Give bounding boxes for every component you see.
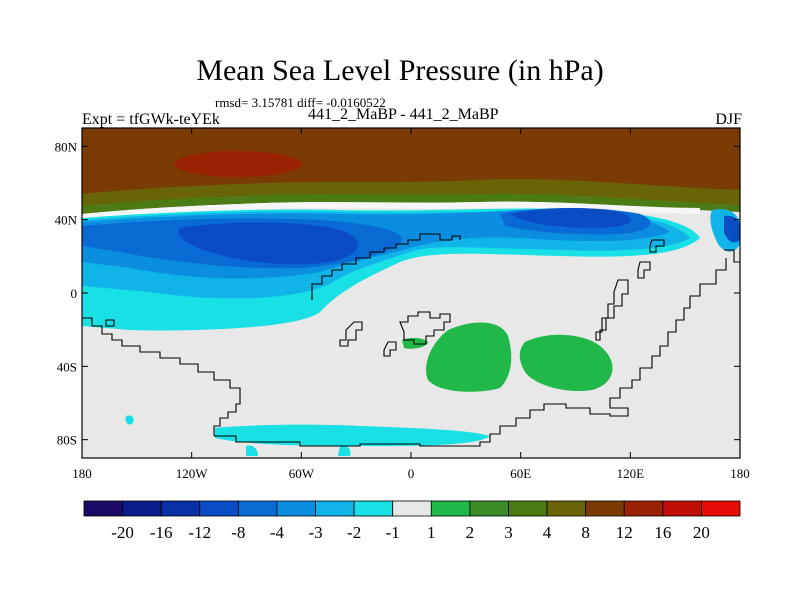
positive-anomaly-south-atlantic [426, 322, 512, 392]
experiment-label: Expt = tfGWk-teYEk [82, 111, 220, 128]
colorbar-swatch [623, 500, 664, 517]
colorbar-swatch [701, 500, 741, 517]
positive-anomaly-indian-ocean [519, 334, 613, 392]
colorbar-swatch [508, 500, 548, 517]
y-tick-label: 80S [57, 433, 77, 448]
coast-east-edge [724, 249, 740, 263]
y-tick-label: 0 [71, 286, 78, 301]
colorbar-swatch [585, 500, 625, 517]
x-tick-label: 180 [730, 466, 750, 481]
coast-asia-2 [637, 261, 651, 279]
coast-island-2 [383, 341, 397, 357]
colorbar-swatch [122, 500, 162, 517]
band-positive-12 [82, 128, 740, 194]
colorbar-label: -2 [347, 523, 361, 542]
band-positive-16 [174, 151, 302, 177]
colorbar-label: -8 [231, 523, 245, 542]
x-tick-label: 120E [617, 466, 645, 481]
coast-south-america [82, 317, 241, 436]
coast-asia-3 [649, 239, 665, 253]
x-tick-label: 60W [289, 466, 315, 481]
colorbar-swatch [83, 500, 123, 517]
coast-africa [399, 311, 451, 345]
pacific-edge-core [724, 215, 740, 243]
coastlines [82, 233, 740, 447]
colorbar-label: 8 [581, 523, 590, 542]
coast-europe-africa-north [311, 233, 461, 300]
colorbar-label: 12 [616, 523, 633, 542]
rmsd-diff-stats: rmsd= 3.15781 diff= -0.0160522 [215, 95, 386, 110]
colorbar-swatch [160, 500, 201, 517]
coast-island-1 [339, 321, 363, 347]
colorbar-label: 1 [427, 523, 436, 542]
negative-anomaly-antarctic [215, 424, 490, 446]
negative-anomaly-small-2 [338, 445, 351, 456]
colorbar-label: -16 [150, 523, 173, 542]
x-tick-label: 60E [510, 466, 531, 481]
colorbar-label: 20 [693, 523, 710, 542]
colorbar-label: 3 [504, 523, 513, 542]
coast-asia-1 [595, 279, 629, 341]
chart-title: Mean Sea Level Pressure (in hPa) [196, 54, 604, 87]
x-tick-label: 180 [72, 466, 92, 481]
y-tick-label: 40N [55, 213, 78, 228]
colorbar-label: 2 [466, 523, 475, 542]
colorbar-swatch [546, 500, 587, 517]
colorbar-swatch [237, 500, 278, 517]
x-tick-label: 120W [176, 466, 209, 481]
colorbar-swatch [662, 500, 702, 517]
colorbar-label: 16 [654, 523, 671, 542]
colorbar-label: 4 [543, 523, 552, 542]
band-negative-8-east [510, 208, 631, 228]
colorbar-swatch [430, 500, 471, 517]
negative-anomaly-small-3 [125, 415, 134, 425]
x-tick-label: 0 [408, 466, 415, 481]
colorbar-swatch [353, 500, 394, 517]
comparison-label: 441_2_MaBP - 441_2_MaBP [308, 106, 499, 123]
y-tick-label: 40S [57, 359, 77, 374]
colorbar-label: -12 [188, 523, 211, 542]
colorbar-label: -1 [386, 523, 400, 542]
colorbar: -20 -16 -12 -8 -4 -3 -2 -1 1 2 3 4 8 12 16 20 [83, 500, 741, 542]
map-field [82, 128, 740, 458]
transition-strip [82, 201, 700, 220]
colorbar-label: -4 [270, 523, 285, 542]
colorbar-label: -20 [111, 523, 134, 542]
coast-antarctic-and-australia [214, 258, 727, 447]
colorbar-swatch [276, 500, 316, 517]
negative-anomaly-small-1 [246, 445, 258, 456]
colorbar-label: -3 [308, 523, 322, 542]
axis-ticks: 180 120W 60W 0 60E 120E 180 80N 40N 0 40S 80S [55, 128, 750, 481]
y-tick-label: 80N [55, 139, 78, 154]
colorbar-swatch [469, 500, 509, 517]
colorbar-swatch [199, 500, 239, 517]
coast-pacific-island [105, 319, 115, 327]
band-negative-8-west [178, 222, 359, 265]
season-label: DJF [715, 111, 742, 128]
colorbar-swatch [315, 500, 355, 517]
colorbar-swatch [392, 500, 432, 517]
positive-anomaly-small [402, 337, 428, 349]
